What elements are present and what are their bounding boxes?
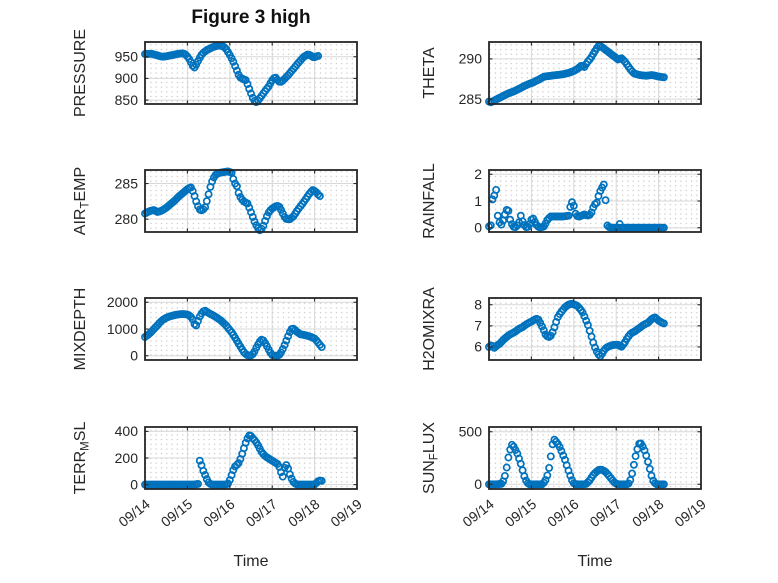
y-axis-label: THETA	[421, 47, 438, 99]
tick-marks	[144, 170, 358, 232]
data-markers	[485, 180, 668, 232]
data-markers	[485, 435, 668, 489]
y-tick-label: 2	[474, 166, 482, 182]
y-tick-label: 0	[130, 476, 138, 492]
y-axis-label: MIXDEPTH	[72, 288, 89, 371]
y-tick-label: 400	[115, 423, 139, 439]
y-tick-label: 6	[474, 339, 482, 355]
axes-box	[488, 297, 702, 361]
y-tick-label: 1	[474, 193, 482, 209]
y-axis-label: RAINFALL	[421, 163, 438, 239]
x-tick-label: 09/15	[158, 496, 196, 530]
major-grid	[489, 298, 701, 360]
y-tick-label: 0	[130, 348, 138, 364]
y-tick-label: 8	[474, 297, 482, 313]
data-markers	[485, 299, 668, 361]
data-markers	[141, 167, 324, 235]
axes-box	[488, 41, 702, 105]
tick-marks	[488, 427, 702, 489]
y-tick-label: 0	[474, 220, 482, 236]
y-axis-label: AIRTEMP	[72, 167, 92, 235]
axes-box	[144, 169, 358, 233]
data-markers	[141, 306, 326, 360]
data-markers	[141, 431, 326, 489]
x-tick-label: 09/19	[327, 496, 365, 530]
y-tick-label: 0	[474, 476, 482, 492]
minor-grid	[489, 427, 701, 489]
x-tick-label: 09/18	[629, 496, 667, 530]
y-tick-label: 1000	[107, 321, 138, 337]
y-tick-label: 290	[459, 51, 483, 67]
y-tick-label: 2000	[107, 294, 138, 310]
y-tick-label: 950	[115, 49, 139, 65]
subplot-rainfall: 0 1 2 RAINFALL	[421, 163, 702, 239]
data-markers	[141, 41, 323, 107]
x-tick-label: 09/15	[502, 496, 540, 530]
x-tick-label: 09/18	[285, 496, 323, 530]
y-tick-label: 280	[115, 211, 139, 227]
y-axis-label: H2OMIXRA	[421, 287, 438, 371]
x-tick-label: 09/16	[200, 496, 238, 530]
subplot-pressure: 850 900 950 PRESSURE	[72, 29, 358, 117]
y-tick-label: 200	[115, 450, 139, 466]
axes-box	[144, 41, 358, 105]
y-tick-label: 285	[459, 91, 483, 107]
y-axis-label: PRESSURE	[72, 29, 89, 117]
subplot-sun-flux: 0 500 SUNFLUX 09/14 09/15 09/16 09/17 09/18 09/1…	[421, 422, 709, 530]
y-tick-label: 500	[459, 424, 483, 440]
tick-marks	[144, 42, 358, 104]
x-tick-label: 09/17	[587, 496, 625, 530]
y-axis-label: SUNFLUX	[421, 422, 441, 494]
tick-marks	[488, 298, 702, 360]
x-tick-label: 09/14	[459, 496, 497, 530]
major-grid	[489, 42, 701, 104]
subplot-terr-msl: 0 200 400 TERRMSL 09/14 09/15 09/16 09/17 09/18 0…	[72, 422, 365, 530]
subplot-air-temp: 280 285 AIRTEMP	[72, 167, 358, 235]
tick-marks	[144, 298, 358, 360]
x-tick-label: 09/19	[671, 496, 709, 530]
x-axis-label-left: Time	[233, 553, 269, 570]
x-tick-label: 09/14	[115, 496, 153, 530]
axes-box	[488, 426, 702, 490]
y-tick-label: 850	[115, 92, 139, 108]
y-tick-label: 285	[115, 175, 139, 191]
tick-marks	[144, 427, 358, 489]
x-axis-label-right: Time	[577, 553, 613, 570]
x-tick-label: 09/17	[243, 496, 281, 530]
tick-marks	[488, 42, 702, 104]
figure-title: Figure 3 high	[191, 7, 311, 28]
tick-marks	[488, 170, 702, 232]
y-tick-label: 7	[474, 318, 482, 334]
subplot-mixdepth: 0 1000 2000 MIXDEPTH	[72, 288, 358, 371]
x-tick-label: 09/16	[544, 496, 582, 530]
subplot-theta: 285 290 THETA	[421, 41, 702, 107]
y-tick-label: 900	[115, 70, 139, 86]
subplot-h2omixra: 6 7 8 H2OMIXRA	[421, 287, 702, 371]
y-axis-label: TERRMSL	[72, 422, 92, 495]
